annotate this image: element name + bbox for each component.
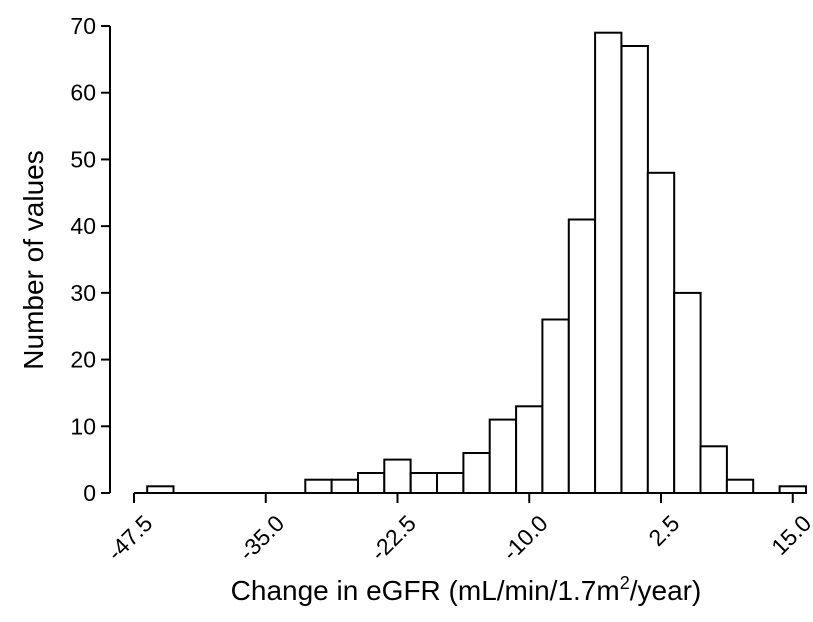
histogram-bar [778,485,807,494]
histogram-bar [515,405,544,494]
y-tick-label: 0 [83,480,96,506]
y-tick-label: 40 [70,213,96,239]
histogram-bar [462,452,491,494]
histogram-bar [304,478,333,495]
histogram-bar [673,291,702,494]
histogram-bar [357,472,386,494]
x-tick-label: -47.5 [102,510,157,565]
histogram-bar [409,472,439,494]
y-tick-label: 50 [70,146,96,172]
x-tick-label: 2.5 [643,510,684,551]
y-tick-label: 70 [70,13,96,39]
x-tick-label: -10.0 [497,510,552,565]
histogram-bar [541,318,570,494]
bars-group [146,31,807,495]
y-tick-label: 30 [70,280,96,306]
y-tick-label: 20 [70,347,96,373]
x-axis-title: Change in eGFR (mL/min/1.7m2/year) [231,573,702,606]
histogram-bar [330,478,360,495]
x-tick-label: -22.5 [365,510,420,565]
histogram-bar [383,458,412,495]
y-tick-label: 10 [70,413,96,439]
y-axis-title: Number of values [18,150,49,369]
x-axis-title-main: Change in eGFR (mL/min/1.7m [231,575,620,606]
x-axis-title-suffix: /year) [630,575,702,606]
histogram-bar [594,31,623,494]
histogram-bar [488,418,518,495]
histogram-bar [725,478,755,495]
histogram-bar [567,218,597,494]
x-axis-title-superscript: 2 [620,573,630,593]
x-tick-label: 15.0 [766,510,813,560]
histogram-bar [436,472,465,494]
histogram-bar [146,485,175,494]
histogram-bar [646,171,676,495]
histogram-bar [620,45,649,494]
y-tick-label: 60 [70,80,96,106]
histogram-bar [699,445,728,494]
x-axis-ticks: -47.5 -35.0 -22.5 -10.0 2.5 15.0 [102,493,813,565]
y-axis-ticks: 0 10 20 30 40 50 60 70 [70,13,110,506]
x-tick-label: -35.0 [234,510,289,565]
